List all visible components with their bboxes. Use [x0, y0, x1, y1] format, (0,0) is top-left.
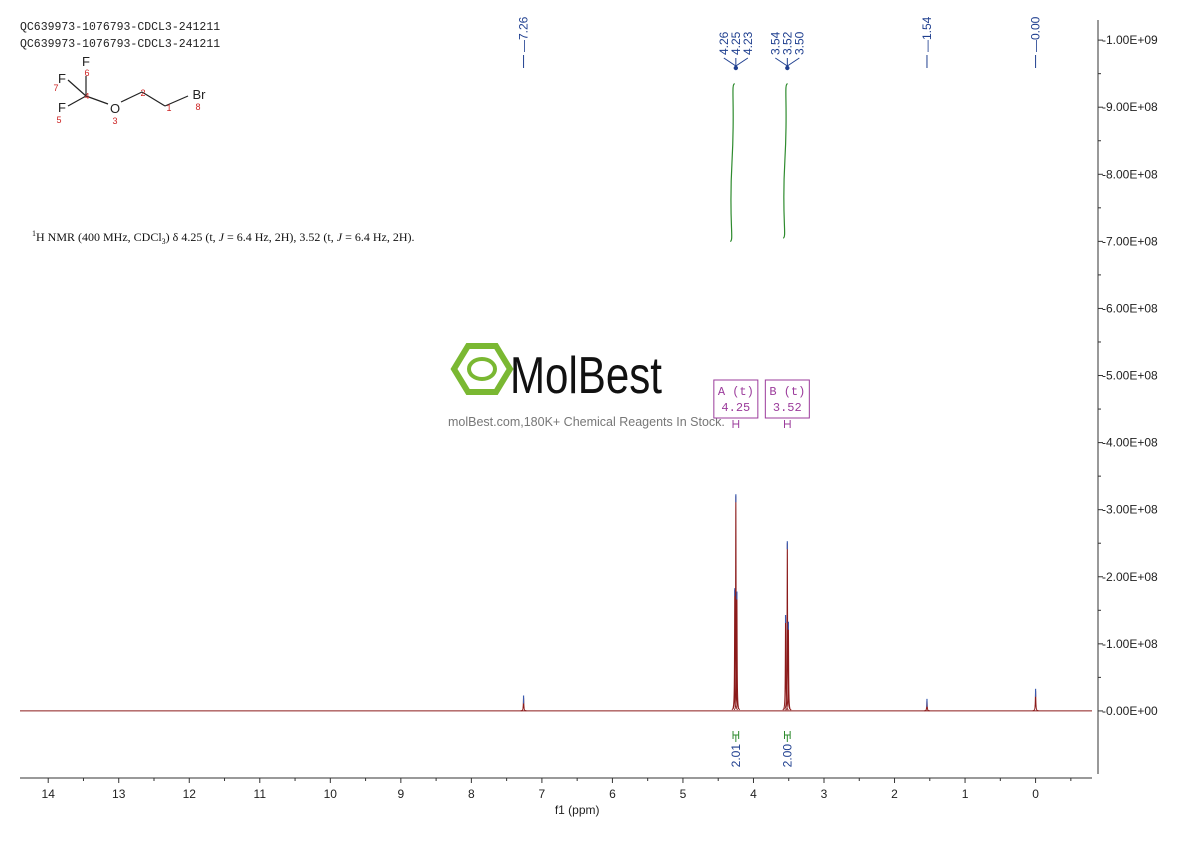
atom-number-2: 2: [140, 88, 145, 98]
x-tick-label: 0: [1032, 787, 1039, 801]
y-tick-label: -2.00E+08: [1102, 570, 1158, 584]
x-tick-label: 12: [183, 787, 197, 801]
y-tick-label: -6.00E+08: [1102, 301, 1158, 315]
atom-f6: F: [82, 54, 90, 69]
y-tick-label: -5.00E+08: [1102, 369, 1158, 383]
spectrum-layer: -0.00E+00 -1.00E+08 -2.00E+08 -3.00E+08 -4.0…: [20, 16, 1158, 817]
atom-number-6: 6: [84, 68, 89, 78]
nmr-j2: J: [337, 230, 343, 244]
atom-number-8: 8: [195, 102, 200, 112]
integral-value: 2.00: [780, 744, 794, 768]
atom-f7: F: [58, 71, 66, 86]
nmr-sub: 3: [162, 237, 166, 246]
atom-number-3: 3: [112, 116, 117, 126]
atom-number-1: 1: [166, 103, 171, 113]
y-tick-label: -1.00E+09: [1102, 33, 1158, 47]
multiplet-box: [764, 379, 810, 419]
x-tick-label: 7: [539, 787, 546, 801]
peak-label-connector: [787, 57, 800, 67]
y-tick-label: -9.00E+08: [1102, 100, 1158, 114]
atom-o3: O: [110, 101, 120, 116]
x-tick-label: 1: [962, 787, 969, 801]
bond-c4-f7: [67, 79, 87, 97]
integral-value: 2.01: [729, 744, 743, 768]
x-tick-label: 2: [891, 787, 898, 801]
bond-o3-c2: [120, 91, 143, 103]
chemical-structure: F F F O Br 6 7 4 5 3 2 1 8: [53, 54, 206, 126]
peak-label: 4.25: [729, 31, 743, 55]
molbest-watermark: MolBest molBest.com,180K+ Chemical Reage…: [448, 343, 725, 429]
multiplet-value: 4.25: [721, 401, 750, 415]
nmr-part2: ) δ 4.25 (t,: [166, 230, 219, 244]
x-tick-label: 11: [254, 787, 267, 801]
peak-label: 4.26: [717, 31, 731, 55]
watermark-brand: MolBest: [510, 347, 662, 405]
y-tick-label: -1.00E+08: [1102, 637, 1158, 651]
bond-c4-f5: [67, 95, 87, 107]
x-tick-label: 14: [42, 787, 56, 801]
atom-br8: Br: [193, 87, 207, 102]
atom-f5: F: [58, 100, 66, 115]
sample-id-line-1: QC639973-1076793-CDCL3-241211: [20, 21, 220, 34]
x-tick-label: 9: [397, 787, 404, 801]
sample-id-line-2: QC639973-1076793-CDCL3-241211: [20, 38, 220, 51]
hexagon-logo-icon: [450, 343, 514, 395]
peak-label-dot: [733, 65, 739, 71]
multiplet-label: B (t): [769, 385, 805, 399]
peak-label-connector: [735, 57, 749, 67]
y-tick-label: -0.00E+00: [1102, 704, 1158, 718]
x-tick-label: 5: [680, 787, 687, 801]
bond-c2-c1: [141, 91, 166, 107]
peak-label: 4.23: [741, 31, 755, 55]
peak-label: —0.00: [1029, 16, 1043, 52]
peak-label: 3.54: [768, 31, 782, 55]
peak-label: 3.52: [780, 31, 794, 55]
nmr-description: 1H NMR (400 MHz, CDCl3) δ 4.25 (t, J = 6…: [32, 229, 415, 246]
peak-label: 3.50: [792, 31, 806, 55]
x-axis-label: f1 (ppm): [555, 803, 600, 817]
peak-label-dot: [785, 65, 790, 71]
integral-curve: [782, 83, 788, 239]
peak-label: —7.26: [517, 16, 531, 52]
nmr-part1: H NMR (400 MHz, CDCl: [36, 230, 162, 244]
bond-c4-o3: [85, 95, 109, 105]
peak-label-connector: [723, 57, 737, 67]
atom-number-5: 5: [56, 115, 61, 125]
nmr-sup: 1: [32, 229, 36, 238]
peak-label: —1.54: [920, 16, 934, 52]
x-tick-label: 10: [324, 787, 338, 801]
peak-label-connector: [775, 57, 788, 67]
nmr-part4: = 6.4 Hz, 2H).: [342, 230, 414, 244]
x-tick-label: 3: [821, 787, 828, 801]
watermark-tagline: molBest.com,180K+ Chemical Reagents In S…: [448, 415, 725, 429]
multiplet-label: A (t): [718, 385, 754, 399]
x-tick-label: 4: [750, 787, 757, 801]
x-tick-label: 6: [609, 787, 616, 801]
y-tick-label: -8.00E+08: [1102, 167, 1158, 181]
y-tick-label: -3.00E+08: [1102, 503, 1158, 517]
atom-number-4: 4: [85, 91, 90, 101]
multiplet-value: 3.52: [773, 401, 802, 415]
bond-c1-br: [164, 95, 189, 107]
y-tick-label: -4.00E+08: [1102, 436, 1158, 450]
x-tick-label: 13: [112, 787, 126, 801]
multiplet-box: [713, 379, 759, 419]
nmr-j1: J: [219, 230, 225, 244]
nmr-part3: = 6.4 Hz, 2H), 3.52 (t,: [224, 230, 337, 244]
integral-curve: [729, 83, 736, 242]
y-tick-label: -7.00E+08: [1102, 234, 1158, 248]
atom-number-7: 7: [53, 83, 58, 93]
x-tick-label: 8: [468, 787, 475, 801]
